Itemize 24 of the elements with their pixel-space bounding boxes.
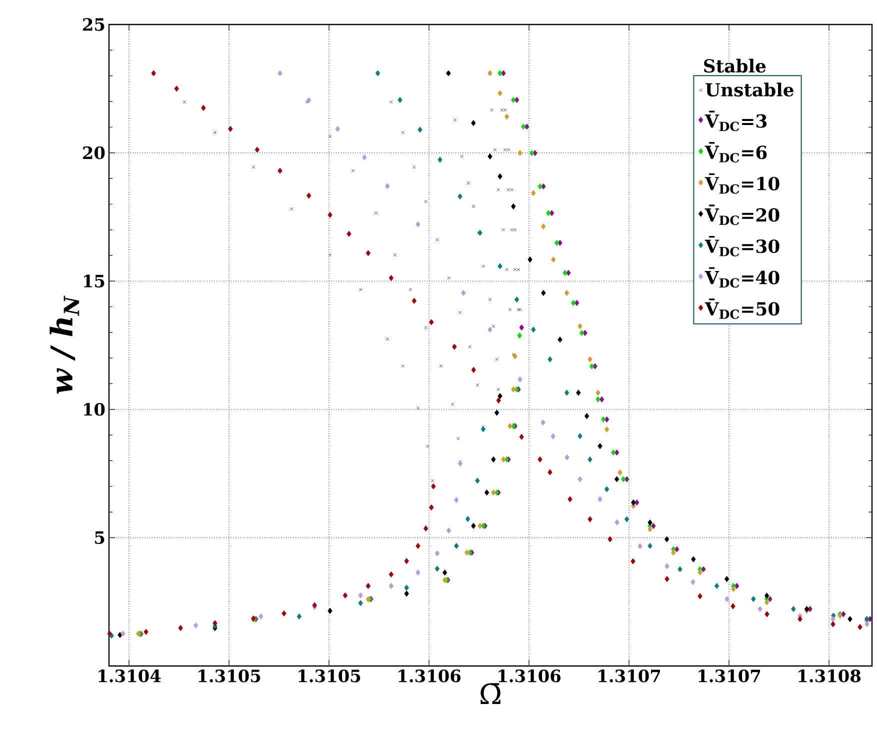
- y-tick-label: 5: [95, 531, 104, 544]
- legend-label: V̄$_{DC}$=20: [704, 204, 780, 226]
- x-tick-label: 1.3104: [98, 670, 161, 682]
- legend-label: V̄$_{DC}$=50: [704, 298, 780, 319]
- legend-title: Stable: [704, 58, 766, 73]
- x-tick-label: 1.3106: [498, 670, 561, 682]
- x-axis-title: Ω̄: [480, 683, 500, 704]
- legend-label: V̄$_{DC}$=3: [704, 110, 767, 132]
- y-axis-title: w / h$_{N}$: [50, 296, 80, 394]
- legend-label: Unstable: [705, 82, 794, 97]
- x-tick-label: 1.3106: [398, 670, 461, 682]
- x-tick-label: 1.3105: [198, 670, 260, 682]
- legend-label: V̄$_{DC}$=10: [704, 173, 780, 194]
- x-tick-label: 1.3105: [298, 670, 360, 682]
- x-tick-label: 1.3107: [598, 670, 660, 682]
- legend-label: V̄$_{DC}$=30: [704, 236, 780, 256]
- x-tick-label: 1.3108: [798, 670, 861, 682]
- y-tick-label: 15: [84, 274, 104, 288]
- x-tick-label: 1.3107: [698, 670, 760, 682]
- y-tick-label: 10: [84, 402, 105, 416]
- legend-label: V̄$_{DC}$=40: [704, 267, 780, 288]
- y-tick-label: 25: [83, 18, 104, 31]
- y-tick-label: 20: [83, 146, 105, 160]
- legend-label: V̄$_{DC}$=6: [704, 142, 767, 162]
